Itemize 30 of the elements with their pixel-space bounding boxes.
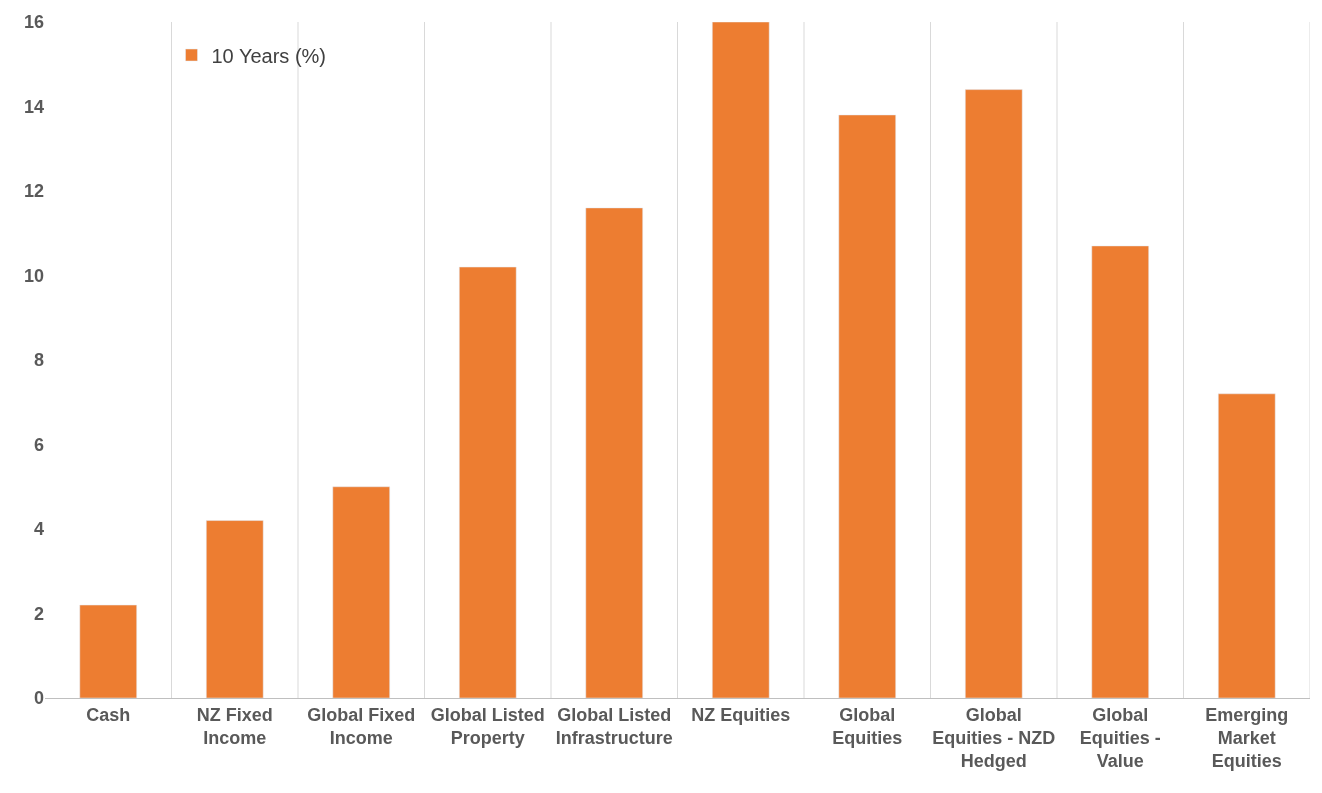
bar xyxy=(79,604,137,698)
y-tick-label: 6 xyxy=(33,434,44,455)
bar xyxy=(1091,245,1149,698)
y-tick-label: 16 xyxy=(23,12,44,33)
x-tick-label: Global Equities - Value xyxy=(1079,704,1161,772)
y-tick-label: 12 xyxy=(23,181,44,202)
x-tick-label: Global Listed Infrastructure xyxy=(555,704,673,748)
x-tick-label: Global Listed Property xyxy=(430,704,545,748)
y-tick-label: 0 xyxy=(33,688,44,709)
y-tick-label: 2 xyxy=(33,603,44,624)
y-tick-label: 14 xyxy=(23,96,44,117)
x-tick-label: Global Fixed Income xyxy=(307,704,416,748)
x-tick-label: Global Equities xyxy=(832,704,903,748)
bar xyxy=(206,520,264,698)
legend-label: 10 Years (%) xyxy=(211,44,327,67)
x-tick-label: NZ Equities xyxy=(691,704,791,725)
bar xyxy=(965,89,1023,698)
y-tick-label: 8 xyxy=(33,350,44,371)
x-tick-label: Global Equities - NZD Hedged xyxy=(932,704,1056,772)
y-tick-label: 4 xyxy=(33,519,44,540)
bar xyxy=(838,114,896,698)
x-tick-label: NZ Fixed Income xyxy=(196,704,273,748)
x-tick-label: Emerging Market Equities xyxy=(1205,704,1289,772)
bar xyxy=(332,486,390,698)
bar xyxy=(585,207,643,698)
bar xyxy=(712,22,770,698)
bar xyxy=(459,266,517,698)
x-tick-label: Cash xyxy=(86,704,131,725)
y-tick-label: 10 xyxy=(23,265,44,286)
bar xyxy=(1218,393,1276,698)
